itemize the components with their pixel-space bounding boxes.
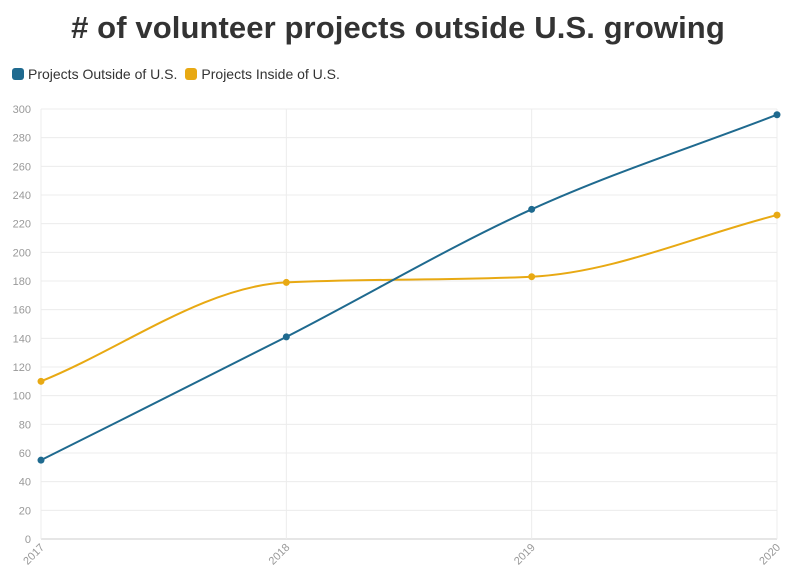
legend-label-outside: Projects Outside of U.S. xyxy=(28,66,178,82)
y-axis-ticks: 0 20 40 60 80 100 120 140 160 180 200 220 240 260 280 3… xyxy=(13,104,31,546)
x-axis-ticks: 2017 2018 2019 2020 xyxy=(21,542,783,568)
y-tick-label: 180 xyxy=(13,276,31,288)
x-tick-label: 2020 xyxy=(757,542,783,568)
y-tick-label: 60 xyxy=(19,448,31,460)
y-tick-label: 220 xyxy=(13,219,31,231)
y-tick-label: 260 xyxy=(13,161,31,173)
x-tick-label: 2019 xyxy=(512,542,538,568)
legend-label-inside: Projects Inside of U.S. xyxy=(201,66,340,82)
y-tick-label: 0 xyxy=(25,534,31,546)
y-tick-label: 100 xyxy=(13,391,31,403)
legend-swatch-inside xyxy=(185,68,198,80)
legend: Projects Outside of U.S. Projects Inside… xyxy=(12,66,348,82)
data-point-outside[interactable] xyxy=(282,333,290,341)
data-point-outside[interactable] xyxy=(773,111,781,119)
y-tick-label: 140 xyxy=(13,333,31,345)
y-tick-label: 200 xyxy=(13,247,31,259)
legend-item-outside[interactable]: Projects Outside of U.S. xyxy=(12,66,177,82)
legend-swatch-outside xyxy=(12,68,24,80)
chart-title: # of volunteer projects outside U.S. gro… xyxy=(71,10,725,45)
data-point-inside[interactable] xyxy=(282,278,290,286)
data-point-outside[interactable] xyxy=(37,456,45,464)
data-point-inside[interactable] xyxy=(528,273,536,281)
data-points xyxy=(37,111,781,464)
y-tick-label: 160 xyxy=(13,305,31,317)
series-lines xyxy=(40,113,778,462)
data-point-inside[interactable] xyxy=(37,377,45,385)
series-line-outside[interactable] xyxy=(40,113,778,462)
grid-lines xyxy=(40,108,778,540)
y-tick-label: 280 xyxy=(13,133,31,145)
data-point-inside[interactable] xyxy=(773,211,781,219)
y-tick-label: 120 xyxy=(13,362,31,374)
data-point-outside[interactable] xyxy=(528,205,536,213)
legend-item-inside[interactable]: Projects Inside of U.S. xyxy=(185,66,340,82)
y-tick-label: 240 xyxy=(13,190,31,202)
y-tick-label: 80 xyxy=(19,419,31,431)
series-line-inside[interactable] xyxy=(40,214,778,383)
y-tick-label: 300 xyxy=(13,104,31,116)
y-tick-label: 40 xyxy=(19,477,31,489)
x-tick-label: 2018 xyxy=(267,542,293,568)
y-tick-label: 20 xyxy=(19,505,31,517)
